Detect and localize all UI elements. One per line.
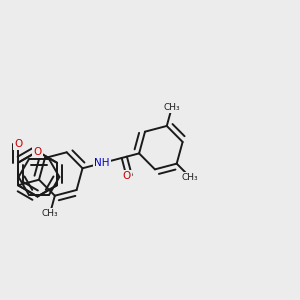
Text: NH: NH [94,158,110,168]
Text: CH₃: CH₃ [182,173,199,182]
Text: O: O [14,139,22,148]
Text: O: O [33,146,42,157]
Text: CH₃: CH₃ [164,103,180,112]
Text: CH₃: CH₃ [42,208,58,217]
Text: O: O [122,172,131,182]
